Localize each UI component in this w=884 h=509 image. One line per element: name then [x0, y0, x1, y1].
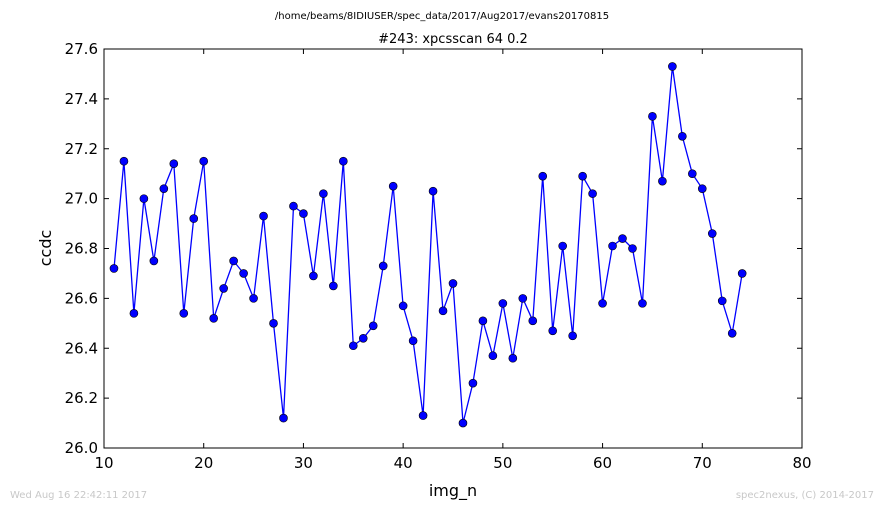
data-point [508, 353, 518, 363]
data-point [209, 314, 218, 323]
data-point [388, 181, 398, 191]
data-point [598, 299, 607, 308]
x-tick-label: 50 [493, 454, 512, 472]
footer-credit: spec2nexus, (C) 2014-2017 [736, 490, 874, 501]
data-point [289, 201, 298, 211]
data-point [129, 309, 139, 318]
y-tick-label: 27.6 [65, 40, 98, 58]
data-point [119, 156, 129, 166]
x-tick-label: 80 [792, 454, 811, 472]
data-point [219, 284, 228, 293]
data-point [568, 331, 577, 341]
data-point [618, 234, 627, 243]
data-point [478, 316, 488, 326]
data-point [518, 294, 528, 303]
data-point [189, 214, 199, 223]
y-tick-label: 26.2 [65, 389, 98, 407]
x-tick-label: 70 [693, 454, 712, 472]
x-tick-label: 30 [294, 454, 313, 472]
y-tick-label: 26.0 [65, 439, 98, 457]
data-point [378, 261, 388, 271]
data-point [737, 269, 747, 278]
y-tick-label: 27.0 [65, 190, 98, 208]
axis-ticks: 10 20 30 40 50 60 70 80 26.0 26.2 26.4 26.6 26.8 27.0… [65, 40, 812, 472]
data-point [159, 184, 169, 193]
data-point [488, 351, 498, 361]
data-point [179, 309, 189, 318]
y-tick-label: 27.4 [65, 90, 98, 108]
y-tick-label: 26.6 [65, 289, 98, 307]
data-point [458, 418, 468, 428]
data-point [608, 241, 617, 251]
data-point [588, 189, 597, 198]
data-point [428, 186, 438, 196]
y-tick-label: 26.4 [65, 339, 98, 357]
data-point [329, 281, 338, 291]
data-point [408, 336, 418, 346]
data-point [498, 299, 508, 308]
data-point [358, 333, 368, 343]
footer-timestamp: Wed Aug 16 22:42:11 2017 [10, 490, 147, 501]
x-tick-label: 40 [394, 454, 413, 472]
data-point [269, 319, 278, 328]
data-point [139, 194, 149, 203]
data-point [648, 112, 657, 121]
data-point [169, 159, 179, 169]
data-point [717, 296, 727, 306]
chart-suptitle: /home/beams/8IDIUSER/spec_data/2017/Aug2… [275, 11, 609, 22]
y-tick-label: 27.2 [65, 140, 98, 158]
data-point [558, 241, 567, 251]
data-point [448, 279, 458, 288]
data-point [418, 411, 428, 420]
x-tick-label: 10 [94, 454, 113, 472]
data-point [199, 156, 209, 166]
data-point [688, 169, 697, 178]
y-tick-label: 26.8 [65, 240, 98, 258]
data-point [309, 271, 318, 281]
data-point [229, 256, 238, 266]
chart-title: #243: xpcsscan 64 0.2 [378, 32, 528, 47]
data-point [528, 316, 538, 326]
data-point [259, 211, 268, 221]
y-axis-label: ccdc [36, 230, 55, 267]
plot-area [109, 62, 747, 428]
data-point [339, 156, 348, 166]
data-point [149, 256, 159, 266]
data-point [279, 413, 288, 423]
data-point [348, 341, 358, 351]
x-axis-label: img_n [429, 481, 477, 501]
data-point [668, 62, 677, 71]
data-point [658, 176, 667, 186]
data-point [727, 328, 737, 338]
data-point [398, 301, 408, 311]
x-tick-label: 60 [593, 454, 612, 472]
data-point [707, 229, 717, 238]
data-point [548, 326, 558, 336]
data-point [468, 378, 478, 388]
data-point [239, 269, 248, 278]
data-point [319, 189, 328, 198]
data-point [299, 209, 308, 218]
data-point [678, 131, 687, 141]
data-point [638, 299, 647, 308]
data-point [578, 171, 587, 181]
data-point [628, 244, 637, 253]
data-point [697, 184, 707, 193]
x-tick-label: 20 [194, 454, 213, 472]
data-point [438, 306, 448, 316]
data-point [249, 294, 258, 303]
data-point [538, 171, 548, 181]
data-point [109, 264, 119, 273]
data-point [368, 321, 378, 331]
series-line [113, 66, 743, 424]
